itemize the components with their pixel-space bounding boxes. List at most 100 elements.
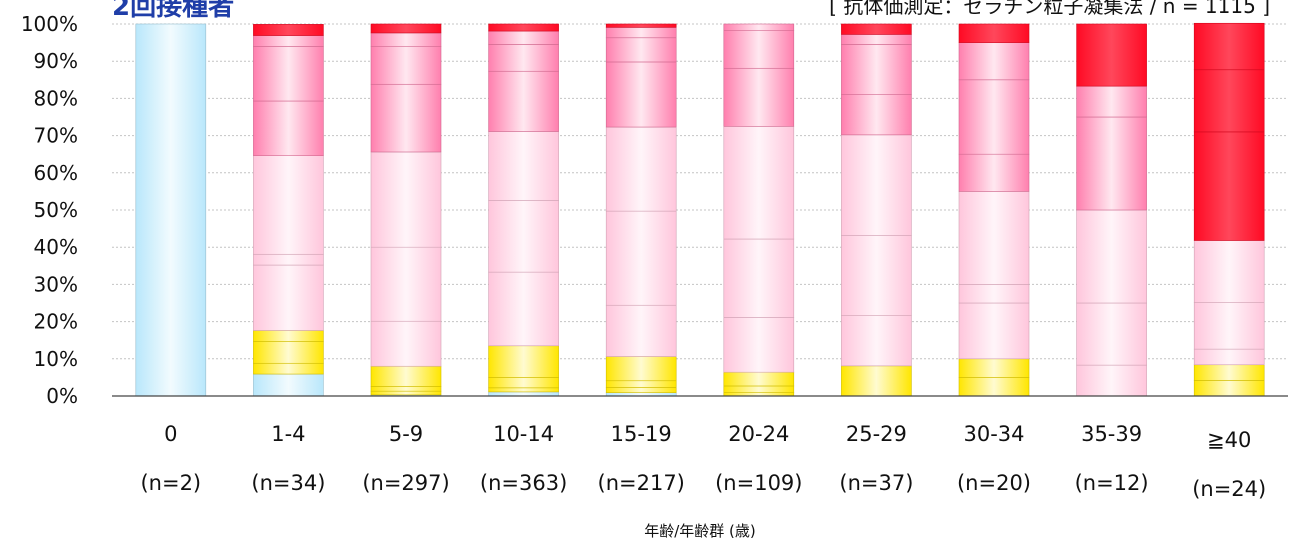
bars: [135, 22, 1265, 397]
bar-segment: [1193, 348, 1265, 366]
bar-segment: [723, 371, 795, 387]
sample-size-label: (n=2): [140, 471, 201, 495]
y-tick-label: 80%: [34, 86, 78, 110]
bar-segment: [605, 356, 677, 382]
category-label: 0: [164, 422, 177, 446]
bar-segment: [1193, 22, 1265, 71]
category-label: 20-24: [728, 422, 789, 446]
bar-segment: [841, 94, 912, 136]
bar-segment: [488, 271, 559, 347]
bar-segment: [1076, 85, 1147, 118]
bar-10-14: [488, 23, 559, 397]
sample-size-label: (n=34): [251, 471, 325, 495]
bar-segment: [605, 380, 677, 388]
bar-segment: [488, 44, 559, 72]
bar-segment: [488, 387, 559, 393]
bar-5-9: [370, 23, 442, 397]
bar-segment: [958, 79, 1030, 155]
y-tick-label: 20%: [34, 310, 78, 334]
category-label: 10-14: [493, 422, 554, 446]
bar-segment: [723, 385, 795, 393]
category-label: 15-19: [611, 422, 672, 446]
bar-segment: [958, 153, 1030, 192]
bar-segment: [253, 330, 324, 342]
bar-segment: [135, 23, 207, 397]
bar-segment: [253, 373, 324, 397]
bar-20-24: [723, 23, 795, 397]
category-label: 1-4: [271, 422, 305, 446]
bar-segment: [488, 30, 559, 45]
bar-segment: [370, 23, 442, 34]
bar-segment: [841, 134, 912, 236]
sample-size-label: (n=37): [839, 471, 913, 495]
bar-segment: [605, 27, 677, 39]
bar-segment: [370, 365, 442, 387]
sample-size-label: (n=20): [957, 471, 1031, 495]
bar-segment: [488, 200, 559, 273]
y-tick-label: 40%: [34, 235, 78, 259]
bar-segment: [253, 100, 324, 156]
y-tick-label: 0%: [46, 384, 78, 408]
bar-segment: [488, 391, 559, 397]
bar-segment: [841, 23, 912, 35]
sample-size-labels: (n=2) (n=34) (n=297) (n=363) (n=217) (n=109) (…: [140, 471, 1266, 501]
bar-segment: [370, 83, 442, 153]
sample-size-label: (n=109): [715, 471, 802, 495]
bar-segment: [1076, 364, 1147, 397]
bar-15-19: [605, 23, 677, 397]
bar-segment: [370, 246, 442, 322]
chart-title: 2回接種者: [112, 0, 235, 22]
bar-segment: [723, 67, 795, 127]
bar-segment: [958, 284, 1030, 304]
bar-segment: [723, 317, 795, 373]
bar-segment: [1193, 69, 1265, 133]
bar-segment: [370, 390, 442, 396]
bar-segment: [370, 320, 442, 367]
y-tick-label: 50%: [34, 198, 78, 222]
bar-segment: [253, 341, 324, 364]
bar-segment: [958, 23, 1030, 43]
bar-segment: [958, 42, 1030, 81]
y-tick-label: 60%: [34, 161, 78, 185]
bar-segment: [253, 253, 324, 266]
bar-segment: [1193, 131, 1265, 241]
bar-segment: [1076, 209, 1147, 304]
bar-segment: [253, 24, 324, 36]
bar-segment: [370, 46, 442, 85]
x-axis-label: 年齢/年齢群 (歳): [644, 522, 756, 540]
bar-25-29: [841, 23, 912, 397]
bar-segment: [488, 377, 559, 389]
bar-segment: [1193, 240, 1265, 303]
bar-segment: [488, 70, 559, 132]
bar-segment: [370, 386, 442, 392]
bar-segment: [605, 23, 677, 28]
bar-segment: [958, 377, 1030, 397]
chart-subtitle: [ 抗体価測定：ゼラチン粒子凝集法 / n = 1115 ]: [829, 0, 1270, 18]
y-tick-label: 70%: [34, 124, 78, 148]
bar-segment: [1193, 302, 1265, 350]
sample-size-label: (n=363): [480, 471, 567, 495]
bar-segment: [958, 191, 1030, 285]
bar-segment: [723, 23, 795, 31]
bar-segment: [605, 61, 677, 128]
category-label: ≧40: [1207, 428, 1251, 452]
bar-segment: [1193, 364, 1265, 381]
bar-segment: [253, 362, 324, 375]
bar-segment: [605, 37, 677, 63]
bar-segment: [488, 131, 559, 201]
bar-1-4: [253, 24, 324, 397]
bar-segment: [370, 151, 442, 248]
category-label: 25-29: [846, 422, 907, 446]
bar-segment: [723, 238, 795, 318]
bar-segment: [253, 155, 324, 255]
bar-segment: [605, 126, 677, 212]
bar-segment: [841, 34, 912, 45]
y-tick-label: 30%: [34, 272, 78, 296]
bar-segment: [488, 345, 559, 378]
bar-segment: [253, 35, 324, 47]
category-label: 35-39: [1081, 422, 1142, 446]
bar-segment: [605, 210, 677, 306]
y-tick-labels: 0% 10% 20% 30% 40% 50% 60% 70% 80% 90% 100%: [21, 12, 78, 408]
bar-35-39: [1076, 23, 1147, 397]
bar-segment: [253, 46, 324, 102]
